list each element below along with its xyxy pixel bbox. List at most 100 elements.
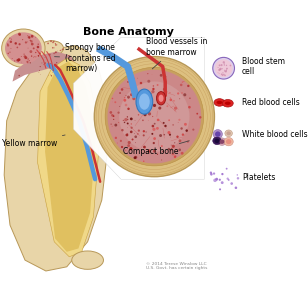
Circle shape	[219, 178, 221, 181]
Circle shape	[127, 108, 130, 110]
Circle shape	[154, 123, 156, 124]
Ellipse shape	[159, 94, 164, 102]
Circle shape	[152, 88, 155, 90]
Circle shape	[38, 55, 39, 56]
Circle shape	[219, 69, 221, 70]
Circle shape	[180, 127, 183, 130]
Circle shape	[7, 44, 9, 45]
Circle shape	[215, 59, 233, 77]
Circle shape	[123, 99, 126, 102]
Circle shape	[28, 37, 30, 39]
Circle shape	[127, 127, 128, 128]
Circle shape	[124, 118, 128, 121]
Circle shape	[158, 98, 160, 99]
Circle shape	[55, 51, 57, 53]
Circle shape	[174, 106, 177, 110]
Circle shape	[17, 58, 20, 61]
Ellipse shape	[2, 29, 45, 68]
Circle shape	[14, 42, 17, 45]
Circle shape	[175, 110, 176, 111]
Circle shape	[224, 63, 225, 64]
Circle shape	[174, 155, 176, 158]
Polygon shape	[38, 58, 100, 257]
Circle shape	[169, 92, 171, 93]
Circle shape	[228, 179, 229, 181]
Circle shape	[134, 135, 137, 138]
Circle shape	[148, 112, 151, 116]
Circle shape	[18, 33, 21, 35]
Circle shape	[188, 106, 191, 109]
Circle shape	[224, 64, 225, 66]
Circle shape	[38, 72, 39, 73]
Circle shape	[14, 60, 15, 62]
Ellipse shape	[220, 140, 225, 144]
Circle shape	[119, 92, 121, 94]
Circle shape	[127, 122, 129, 124]
Circle shape	[125, 95, 126, 96]
Circle shape	[153, 142, 155, 144]
Circle shape	[183, 81, 184, 82]
Circle shape	[30, 40, 31, 41]
Text: Blood vessels in
bone marrow: Blood vessels in bone marrow	[146, 38, 207, 69]
Circle shape	[174, 156, 176, 158]
Ellipse shape	[225, 130, 233, 136]
Circle shape	[225, 70, 227, 73]
Circle shape	[18, 75, 20, 76]
Circle shape	[33, 47, 34, 49]
Circle shape	[111, 114, 114, 116]
Ellipse shape	[215, 131, 221, 137]
Circle shape	[148, 149, 151, 152]
Circle shape	[28, 36, 30, 38]
Circle shape	[237, 177, 239, 180]
Circle shape	[166, 105, 168, 107]
Circle shape	[177, 92, 179, 95]
Circle shape	[132, 77, 135, 80]
Circle shape	[222, 68, 223, 69]
Circle shape	[31, 56, 32, 57]
Circle shape	[40, 74, 41, 75]
Text: Red blood cells: Red blood cells	[242, 98, 300, 107]
Circle shape	[52, 42, 54, 43]
Circle shape	[210, 172, 212, 174]
Circle shape	[112, 98, 113, 99]
Circle shape	[221, 181, 224, 184]
Circle shape	[160, 74, 163, 77]
Ellipse shape	[156, 92, 166, 105]
Circle shape	[39, 70, 40, 71]
Circle shape	[112, 126, 113, 127]
Circle shape	[145, 149, 146, 150]
Circle shape	[158, 106, 161, 110]
Circle shape	[56, 44, 57, 45]
Circle shape	[131, 123, 132, 124]
Circle shape	[213, 178, 217, 182]
Circle shape	[171, 145, 172, 146]
Circle shape	[137, 78, 138, 79]
Circle shape	[127, 119, 128, 120]
Circle shape	[176, 136, 179, 138]
Circle shape	[121, 146, 123, 148]
Circle shape	[135, 142, 136, 143]
Text: Bone Anatomy: Bone Anatomy	[83, 27, 174, 37]
Circle shape	[60, 50, 61, 51]
Circle shape	[21, 56, 22, 57]
Circle shape	[117, 142, 118, 143]
Circle shape	[24, 56, 27, 59]
Circle shape	[7, 53, 9, 54]
Circle shape	[226, 178, 229, 180]
Circle shape	[152, 116, 153, 117]
Circle shape	[213, 172, 215, 175]
Circle shape	[129, 147, 132, 150]
Circle shape	[140, 82, 142, 84]
Circle shape	[223, 74, 225, 75]
Circle shape	[219, 64, 221, 66]
Circle shape	[127, 116, 128, 118]
Ellipse shape	[72, 251, 103, 269]
Circle shape	[221, 74, 223, 75]
Circle shape	[51, 75, 52, 76]
Text: Blood stem
cell: Blood stem cell	[242, 57, 285, 76]
Circle shape	[187, 141, 189, 143]
Text: Spongy bone
(contains red
marrow): Spongy bone (contains red marrow)	[55, 43, 116, 73]
Circle shape	[142, 119, 144, 121]
Circle shape	[164, 134, 165, 136]
Circle shape	[225, 70, 227, 71]
